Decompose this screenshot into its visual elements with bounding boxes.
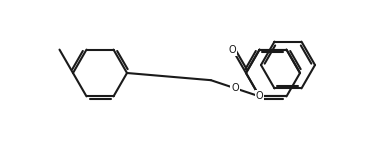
Text: O: O xyxy=(231,83,239,93)
Text: O: O xyxy=(229,45,236,55)
Text: O: O xyxy=(256,91,263,101)
